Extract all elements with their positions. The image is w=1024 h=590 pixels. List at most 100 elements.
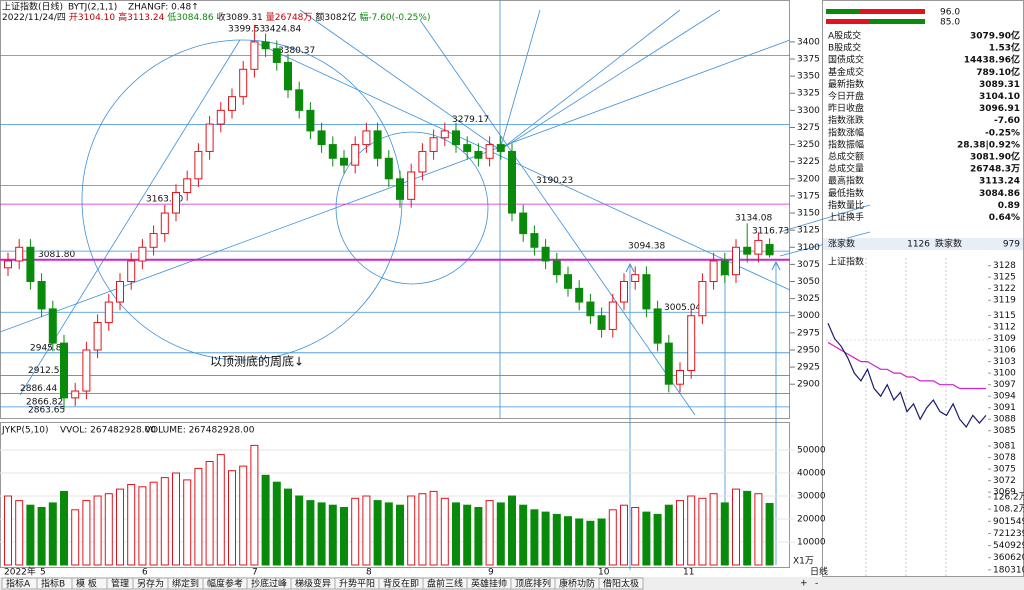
tab-label[interactable]: 指标A: [6, 578, 31, 590]
volume-bar: [183, 479, 192, 566]
tab-label[interactable]: 管理: [111, 578, 129, 590]
breadth-down: 979: [1003, 240, 1020, 250]
info-value: -7.60: [994, 116, 1020, 126]
price-panel: [0, 0, 790, 419]
candle-body: [530, 233, 539, 248]
quote-field: 2022/11/24/四: [2, 13, 66, 23]
volume-bar: [676, 500, 684, 566]
tab-label[interactable]: 背反在即: [383, 578, 419, 590]
candle-body: [116, 281, 124, 303]
volume-bar: [552, 513, 561, 566]
tab-label[interactable]: 梯级变异: [295, 578, 331, 590]
tab-label[interactable]: 盘前三线: [427, 578, 463, 590]
candle-body: [15, 246, 24, 262]
tab-label[interactable]: 模 板: [76, 578, 97, 590]
x-tick-label: 9: [488, 568, 494, 578]
tab-label[interactable]: 康桥功防: [559, 578, 595, 590]
level-label: 3094.38: [628, 242, 665, 252]
candle-body: [676, 370, 684, 385]
y-tick-label: 3075: [797, 260, 820, 270]
y-tick-label: 3125: [797, 226, 820, 236]
level-label: 3380.37: [278, 46, 315, 56]
volume-bar: [396, 504, 404, 566]
info-label: 指数量比: [828, 199, 864, 211]
info-value: 1.53亿: [989, 42, 1020, 54]
y-tick-label: 3100: [993, 369, 1016, 379]
info-value: 3089.31: [979, 80, 1020, 90]
candle-body: [127, 260, 136, 283]
volume-bar: [194, 467, 203, 566]
breadth-up: 1126: [907, 240, 930, 250]
volume-bar: [541, 511, 550, 566]
y-tick-label: 40000: [797, 469, 826, 479]
candle-body: [172, 192, 180, 214]
volume-bar: [440, 497, 449, 566]
candle-body: [552, 260, 561, 276]
volume-bar: [317, 502, 326, 566]
info-label: 总成交量: [828, 163, 864, 175]
y-tick-label: 2925: [797, 363, 820, 373]
y-tick-label: 108.2万: [993, 505, 1024, 515]
volume-bar: [82, 500, 91, 566]
period[interactable]: 日线: [810, 566, 828, 578]
candle-body: [340, 157, 348, 166]
y-tick-label: 540929: [993, 541, 1024, 551]
candle-body: [463, 144, 472, 152]
candle-body: [720, 260, 729, 276]
level-label: 3081.80: [38, 250, 75, 260]
candle-body: [631, 274, 640, 283]
annotation: 以顶测底的周底↓: [210, 354, 304, 369]
tab-label[interactable]: 顶底排列: [515, 578, 551, 590]
y-tick-label: 3400: [797, 37, 820, 47]
tab-label[interactable]: 英雄挂帅: [471, 578, 507, 590]
y-tick-label: 3025: [797, 294, 820, 304]
y-tick-label: 3081: [993, 442, 1016, 452]
volume-bar: [71, 509, 80, 566]
y-tick-label: 3275: [797, 123, 820, 133]
tab-label[interactable]: 抄底过峰: [251, 578, 287, 590]
x-tick-label: 11: [683, 568, 694, 578]
candle-body: [384, 157, 393, 180]
tab[interactable]: [598, 577, 644, 590]
bar-value: 85.0: [940, 18, 960, 28]
volume-bar: [720, 502, 729, 566]
y-tick-label: 126.2万: [993, 493, 1024, 503]
vvol: VVOL: 267482928.00: [60, 426, 156, 436]
tab-label[interactable]: 指标B: [41, 578, 65, 590]
y-tick-label: 30000: [797, 492, 826, 502]
volume-bar: [351, 497, 360, 566]
volume-bar: [26, 504, 35, 566]
y-tick-label: 3150: [797, 209, 820, 219]
volume-bar: [620, 504, 628, 566]
volume-bar: [160, 477, 169, 566]
candle-body: [597, 315, 606, 330]
quote-field: 低3084.86: [167, 11, 213, 23]
level-label: 3279.17: [452, 115, 489, 125]
quote-field: 幅-7.60(-0.25%): [359, 11, 430, 23]
volume-bar: [496, 502, 505, 566]
volume-bar: [239, 465, 248, 566]
volume-bar: [732, 488, 740, 566]
candle-body: [351, 144, 360, 166]
tab-label[interactable]: 升势平阳: [339, 578, 375, 590]
y-tick-label: 3175: [797, 191, 820, 201]
y-tick-label: 3085: [993, 426, 1016, 436]
chart-title: 上证指数(日线): [2, 1, 63, 13]
y-tick-label: 3091: [993, 403, 1016, 413]
zoom-in[interactable]: +: [800, 579, 808, 589]
candle-body: [138, 246, 147, 262]
tab-label[interactable]: 另存为: [137, 578, 164, 590]
candle-body: [362, 130, 371, 146]
info-value: -0.25%: [985, 128, 1020, 138]
zoom-out[interactable]: -: [815, 579, 818, 589]
candle-body: [82, 349, 91, 392]
y-tick-label: 3050: [797, 277, 820, 287]
volume-bar: [48, 502, 57, 566]
candle-body: [149, 233, 158, 248]
tab-label[interactable]: 绑定到: [172, 578, 199, 590]
volume-bar: [754, 493, 763, 566]
tab-label[interactable]: 幅度参考: [207, 578, 243, 590]
volume-panel: [0, 422, 790, 568]
tab-label[interactable]: 借阳太极: [603, 578, 639, 590]
